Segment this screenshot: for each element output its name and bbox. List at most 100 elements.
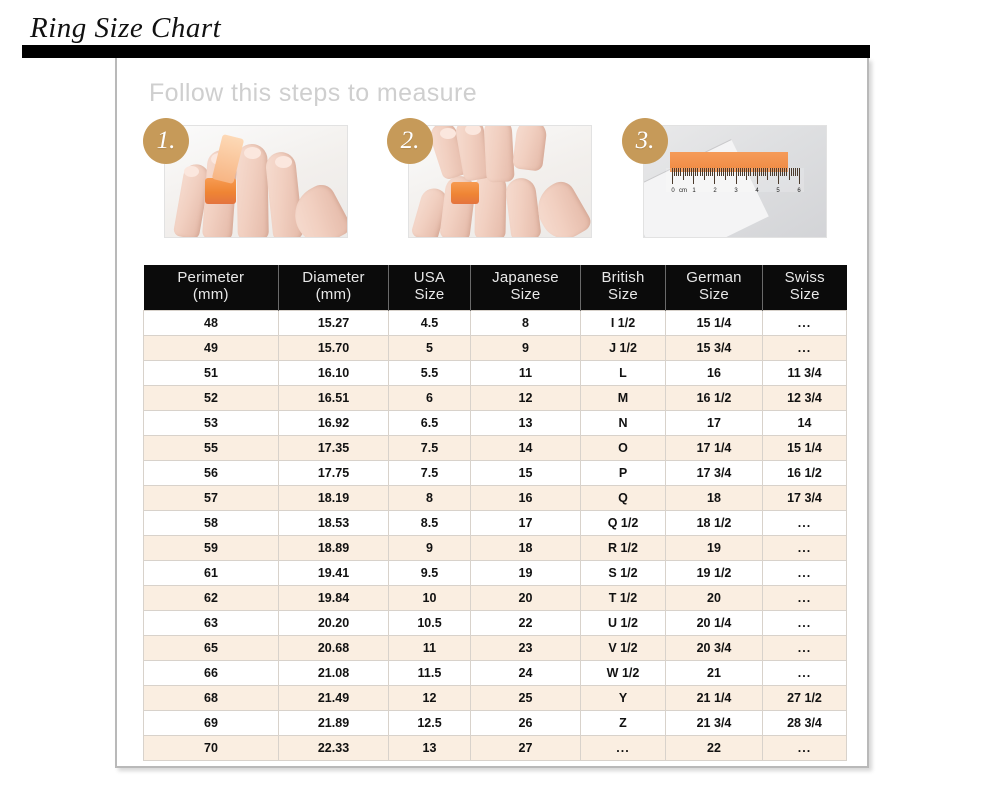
cell-diameter: 20.68: [278, 634, 389, 661]
cell-british: R 1/2: [580, 534, 666, 561]
cell-diameter: 16.51: [278, 384, 389, 411]
ruler-tick: [684, 168, 686, 176]
table-row: 55 17.35 7.5 14 O 17 1/4 15 1/4: [143, 434, 847, 461]
cell-british: L: [580, 359, 666, 386]
cell-usa: 8: [388, 484, 471, 511]
ruler-tick: [718, 168, 720, 176]
cell-diameter: 20.20: [278, 609, 389, 636]
ruler-tick: [731, 168, 733, 176]
cell-german: 21 1/4: [665, 684, 763, 711]
cell-japanese: 27: [470, 734, 581, 761]
ruler-tick: [697, 168, 699, 176]
cell-swiss: 12 3/4: [762, 384, 847, 411]
upper-finger-c: [483, 126, 515, 183]
ruler-tick: [682, 168, 684, 180]
cell-japanese: 12: [470, 384, 581, 411]
table-row: 62 19.84 10 20 T 1/2 20...: [143, 584, 847, 611]
ruler-tick: [773, 168, 775, 176]
header-line-1: British: [601, 269, 645, 286]
cell-diameter: 17.75: [278, 459, 389, 486]
ruler-tick: [686, 168, 688, 176]
cell-british: ...: [580, 734, 666, 761]
ruler-tick: [771, 168, 773, 176]
cell-perimeter: 69: [143, 709, 279, 736]
ruler-tick: [701, 168, 703, 176]
column-header-british: British Size: [580, 265, 666, 311]
cell-swiss: 15 1/4: [762, 434, 847, 461]
instructions-subtitle: Follow this steps to measure: [149, 79, 477, 107]
ruler-tick: [765, 168, 767, 176]
table-row: 61 19.41 9.5 19 S 1/2 19 1/2...: [143, 559, 847, 586]
cell-german: 20: [665, 584, 763, 611]
cell-diameter: 18.89: [278, 534, 389, 561]
cell-german: 16: [665, 359, 763, 386]
table-row: 49 15.70 5 9 J 1/2 15 3/4...: [143, 334, 847, 361]
ruler-tick: [688, 168, 690, 176]
step-3-photo: 0 cm 1 2 3 4 5 6: [643, 125, 827, 238]
cell-diameter: 18.53: [278, 509, 389, 536]
ruler-tick: [720, 168, 722, 176]
cell-usa: 8.5: [388, 509, 471, 536]
ruler-label: 0: [671, 188, 675, 194]
cell-swiss: ...: [762, 609, 847, 636]
table-row: 66 21.08 11.5 24 W 1/2 21...: [143, 659, 847, 686]
cell-british: Q: [580, 484, 666, 511]
cell-japanese: 14: [470, 434, 581, 461]
cell-british: O: [580, 434, 666, 461]
ruler-tick: [746, 168, 748, 180]
cell-usa: 4.5: [388, 309, 471, 336]
cell-swiss: ...: [762, 509, 847, 536]
cell-perimeter: 53: [143, 409, 279, 436]
cell-perimeter: 52: [143, 384, 279, 411]
cell-usa: 10: [388, 584, 471, 611]
cell-swiss: 28 3/4: [762, 709, 847, 736]
cell-japanese: 24: [470, 659, 581, 686]
cell-swiss: 16 1/2: [762, 459, 847, 486]
header-line-2: Size: [699, 285, 729, 303]
table-row: 57 18.19 8 16 Q 18 17 3/4: [143, 484, 847, 511]
ruler-tick: [794, 168, 796, 176]
cell-swiss: ...: [762, 584, 847, 611]
ring-size-table: Perimeter (mm) Diameter (mm) USA Size Japanese…: [143, 265, 847, 761]
table-row: 51 16.10 5.5 11 L 16 11 3/4: [143, 359, 847, 386]
ruler-tick: [799, 168, 801, 184]
ruler-tick: [705, 168, 707, 176]
ruler-label: 4: [755, 188, 759, 194]
ruler-label: cm: [679, 188, 687, 194]
measure-steps: 1. 2. 0 cm 1 2: [143, 118, 855, 248]
cell-german: 19: [665, 534, 763, 561]
step-3: 0 cm 1 2 3 4 5 6 3.: [622, 118, 827, 238]
ruler-label: 5: [776, 188, 780, 194]
ruler-tick: [752, 168, 754, 176]
cell-perimeter: 49: [143, 334, 279, 361]
upper-nail-a: [440, 128, 456, 139]
ruler-tick: [674, 168, 676, 176]
cell-british: Q 1/2: [580, 509, 666, 536]
cell-usa: 11: [388, 634, 471, 661]
ruler-tick: [790, 168, 792, 176]
cell-perimeter: 51: [143, 359, 279, 386]
table-row: 56 17.75 7.5 15 P 17 3/4 16 1/2: [143, 459, 847, 486]
step-1-badge: 1.: [143, 118, 189, 164]
cell-japanese: 16: [470, 484, 581, 511]
cell-british: S 1/2: [580, 559, 666, 586]
cell-usa: 11.5: [388, 659, 471, 686]
column-header-diameter: Diameter (mm): [278, 265, 389, 311]
cell-diameter: 22.33: [278, 734, 389, 761]
header-line-2: (mm): [192, 285, 229, 303]
cell-japanese: 17: [470, 509, 581, 536]
cell-perimeter: 68: [143, 684, 279, 711]
ruler-tick: [678, 168, 680, 176]
step-1: 1.: [143, 118, 348, 238]
table-row: 63 20.20 10.5 22 U 1/2 20 1/4...: [143, 609, 847, 636]
table-row: 69 21.89 12.5 26 Z 21 3/4 28 3/4: [143, 709, 847, 736]
ruler-tick: [737, 168, 739, 176]
header-line-2: (mm): [315, 285, 352, 303]
cell-perimeter: 63: [143, 609, 279, 636]
ruler-tick: [703, 168, 705, 180]
cell-perimeter: 48: [143, 309, 279, 336]
cell-swiss: ...: [762, 659, 847, 686]
ruler-tick: [754, 168, 756, 176]
ruler-tick: [733, 168, 735, 176]
upper-nail-b: [465, 126, 481, 135]
